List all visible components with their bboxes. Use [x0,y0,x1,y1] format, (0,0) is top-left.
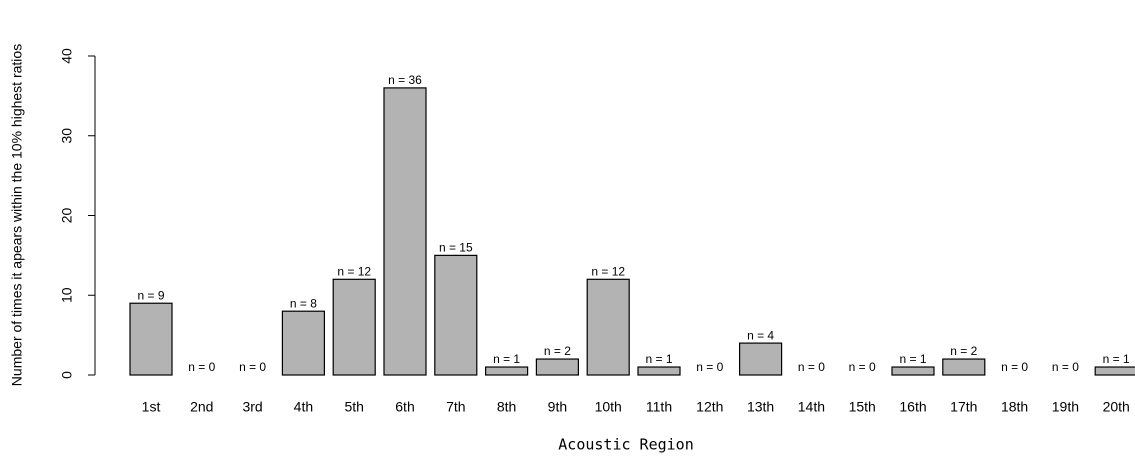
x-tick-label: 12th [696,399,723,415]
x-tick-label: 11th [646,399,672,415]
value-label: n = 1 [493,352,520,366]
y-axis-label: Number of times it apears within the 10%… [9,44,25,386]
x-tick-label: 15th [849,399,876,415]
x-tick-label: 16th [899,399,926,415]
y-tick-label: 30 [59,128,75,144]
x-tick-label: 18th [1001,399,1028,415]
bar [891,366,935,376]
x-tick-label: 5th [344,399,363,415]
value-label: n = 0 [1052,360,1079,374]
value-label: n = 36 [388,73,422,87]
value-label: n = 15 [439,241,473,255]
bar [535,358,580,376]
value-label: n = 2 [544,344,571,358]
value-label: n = 1 [1103,352,1130,366]
y-tick-label: 20 [59,208,75,224]
value-label: n = 0 [696,360,723,374]
bar [485,366,529,376]
bar [129,302,173,376]
value-label: n = 4 [747,328,774,342]
x-tick-label: 9th [548,399,567,415]
x-tick-label: 1st [142,399,161,415]
bar [637,366,681,376]
x-axis-label: Acoustic Region [558,436,693,454]
x-tick-label: 17th [950,399,977,415]
x-tick-label: 13th [747,399,774,415]
value-label: n = 0 [239,360,266,374]
value-label: n = 12 [337,264,371,278]
value-label: n = 0 [798,360,825,374]
x-tick-label: 14th [798,399,825,415]
x-tick-label: 3rd [242,399,262,415]
x-tick-label: 20th [1103,399,1130,415]
bar [942,358,986,376]
value-label: n = 0 [849,360,876,374]
value-label: n = 1 [899,352,926,366]
bar [281,310,325,376]
value-label: n = 0 [1001,360,1028,374]
value-label: n = 12 [591,264,625,278]
x-tick-label: 8th [497,399,516,415]
value-label: n = 8 [290,296,317,310]
value-label: n = 2 [950,344,977,358]
value-label: n = 9 [137,288,164,302]
value-label: n = 0 [188,360,215,374]
value-label: n = 1 [645,352,672,366]
bar [434,254,478,376]
bar [1094,366,1135,376]
x-tick-label: 19th [1052,399,1079,415]
x-tick-label: 7th [446,399,465,415]
x-tick-label: 10th [595,399,622,415]
x-tick-label: 4th [294,399,313,415]
bar [332,278,376,376]
bar [738,342,783,376]
y-tick-label: 10 [59,287,75,303]
x-tick-label: 2nd [190,399,213,415]
bar [383,87,427,376]
y-tick-label: 40 [59,48,75,64]
bar [586,278,630,376]
y-tick-label: 0 [59,371,75,379]
x-tick-label: 6th [395,399,414,415]
